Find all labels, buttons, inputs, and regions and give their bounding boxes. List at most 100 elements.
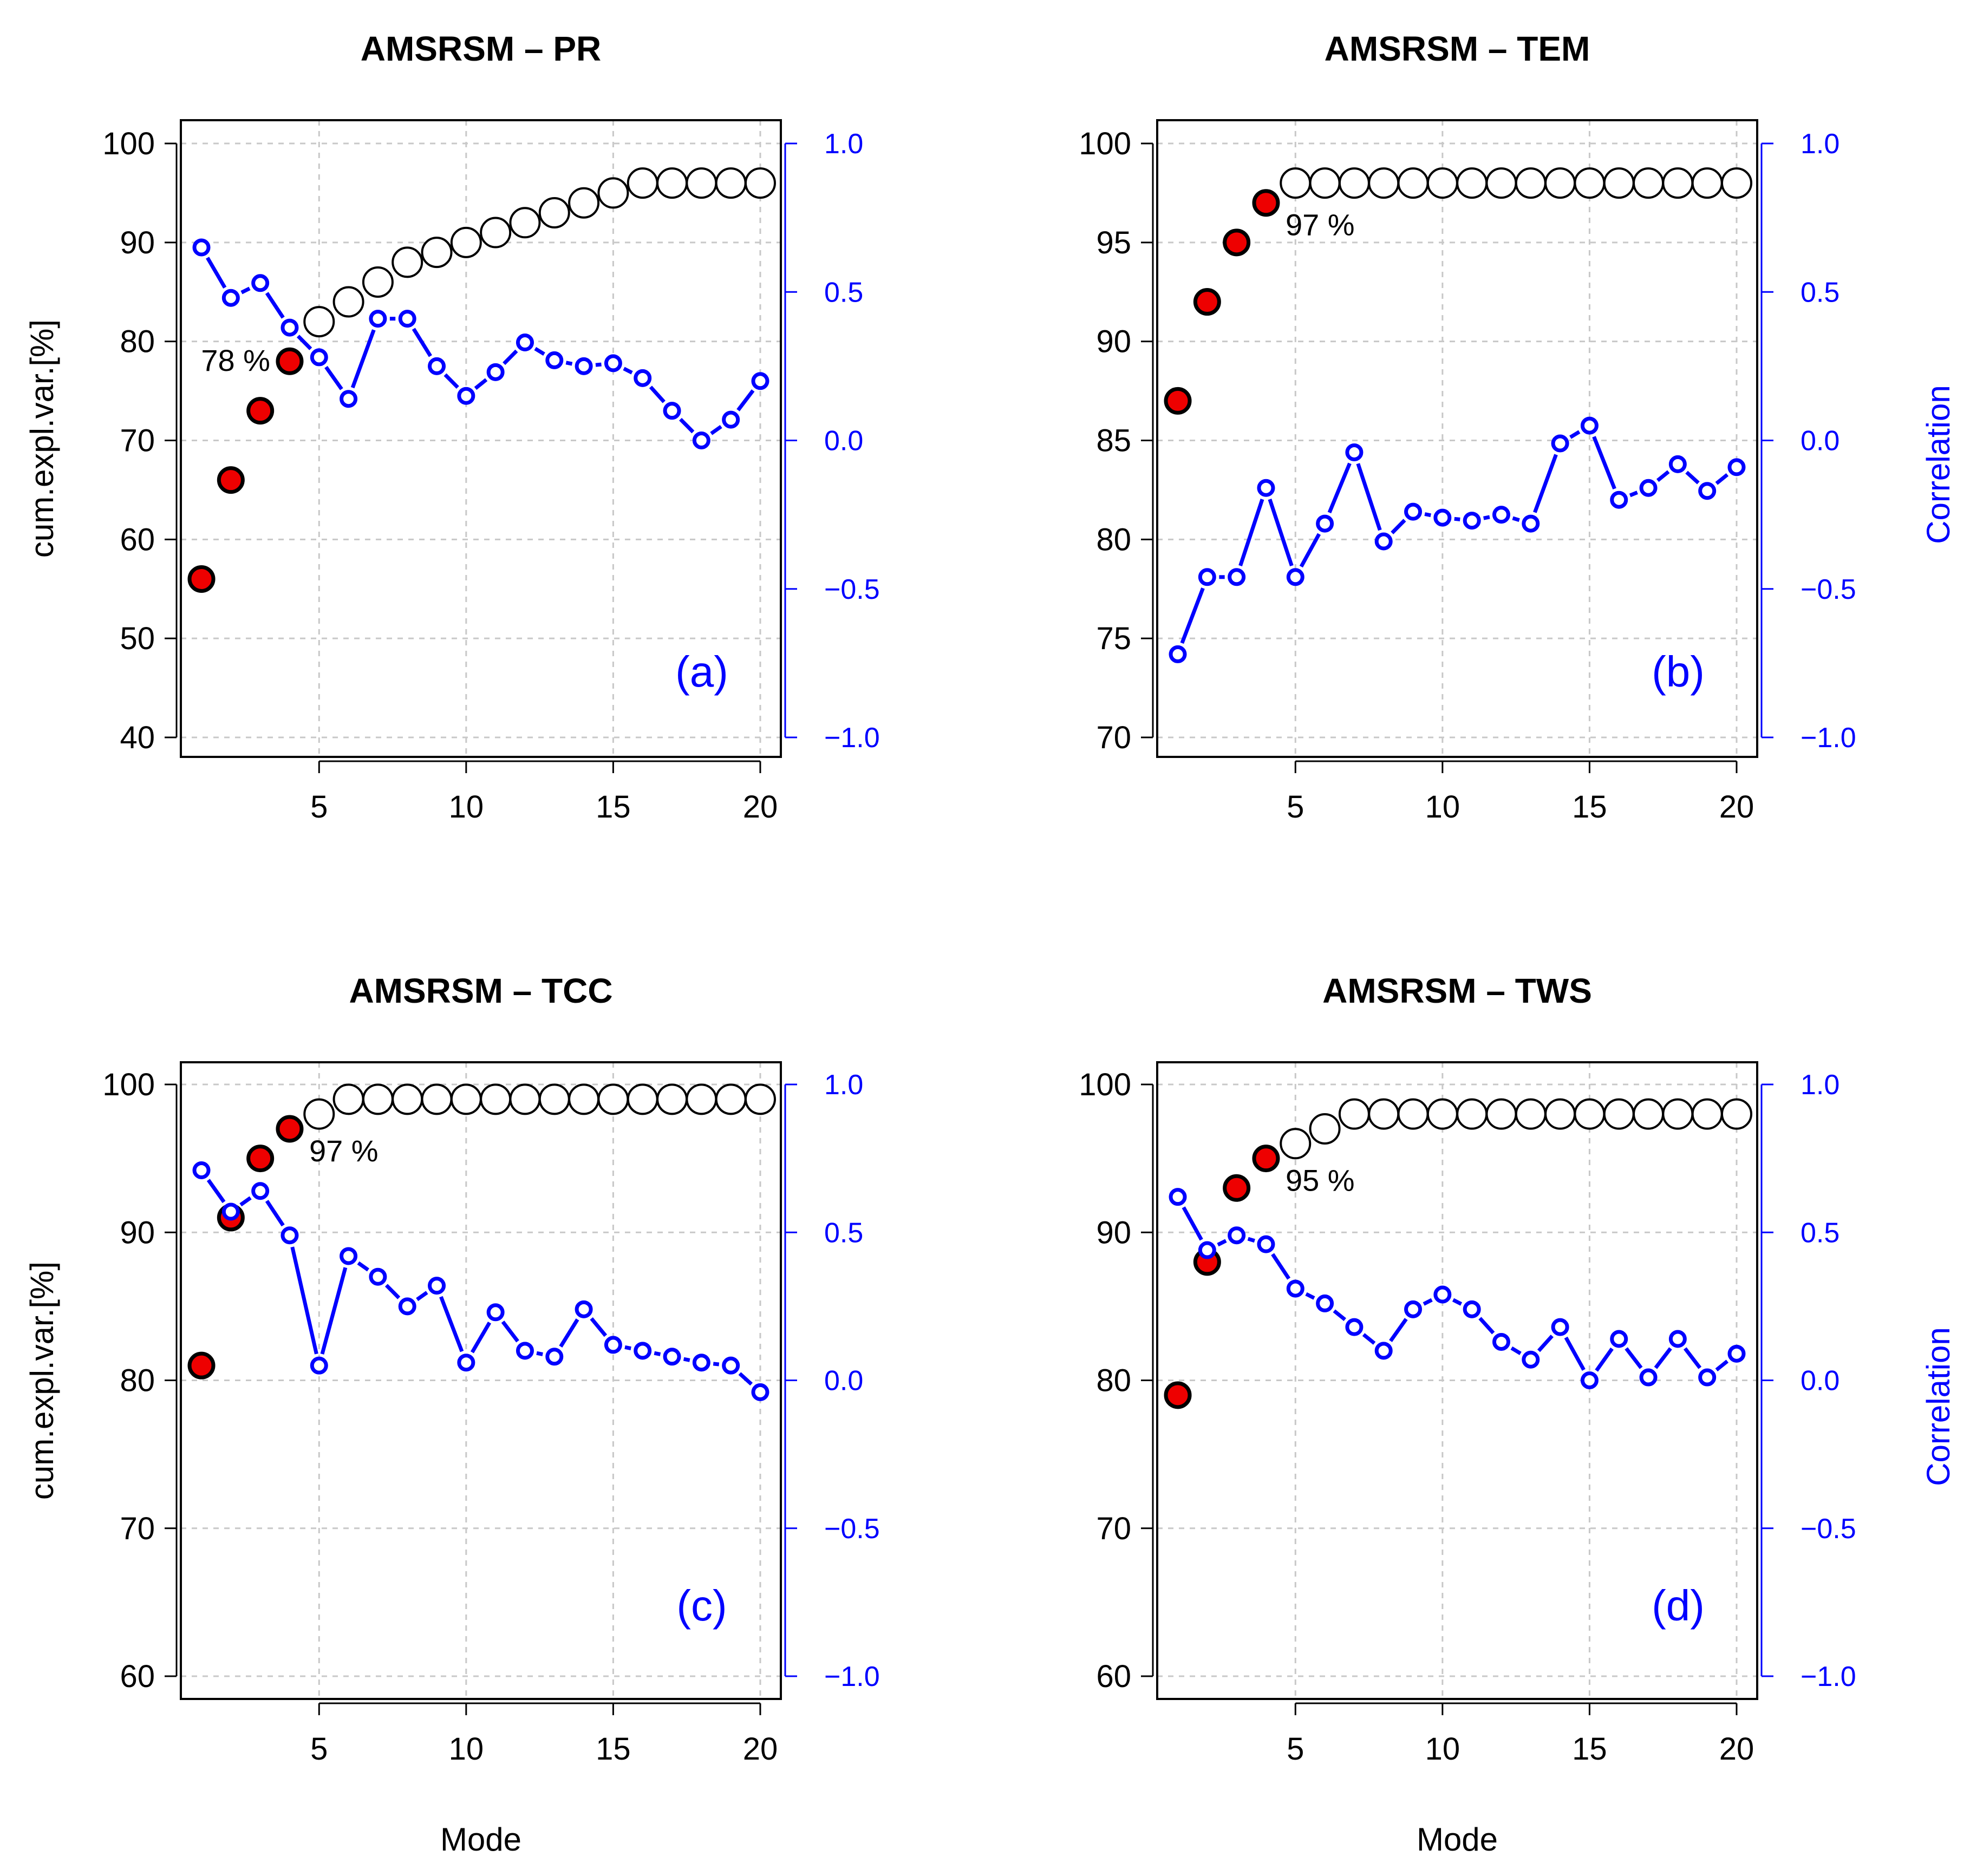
correlation-point	[575, 1300, 593, 1318]
correlation-point	[1492, 1332, 1510, 1351]
plot-frame	[180, 119, 782, 758]
left-tick-label: 70	[1096, 1511, 1131, 1546]
bottom-tick-label: 10	[449, 789, 484, 825]
left-tick-label: 100	[102, 1067, 155, 1102]
correlation-point	[192, 238, 211, 257]
left-tick-label: 90	[1096, 1215, 1131, 1250]
correlation-segment	[1685, 470, 1700, 485]
bottom-tick-label: 10	[1425, 1731, 1460, 1767]
cum-var-point	[1691, 1098, 1723, 1130]
cum-var-point	[1515, 1098, 1547, 1130]
correlation-segment	[1299, 533, 1321, 568]
correlation-segment	[1356, 463, 1382, 531]
right-tick-label: −1.0	[824, 722, 880, 754]
plot-frame	[1156, 119, 1758, 758]
correlation-segment	[1333, 1309, 1346, 1322]
correlation-segment	[710, 424, 722, 435]
cum-var-point	[568, 1083, 600, 1115]
cum-var-point-highlight	[1223, 228, 1251, 257]
right-axis-title: Correlation	[1920, 385, 1956, 544]
cum-var-point	[1574, 167, 1606, 199]
left-tick-label: 80	[1096, 522, 1131, 557]
correlation-segment	[324, 365, 343, 390]
left-tick-label: 70	[120, 1511, 155, 1546]
correlation-point	[457, 1354, 475, 1372]
cum-var-point	[1280, 1128, 1312, 1160]
correlation-segment	[1564, 1336, 1586, 1371]
correlation-point	[1463, 512, 1481, 530]
correlation-point	[634, 369, 652, 387]
cum-var-point-highlight	[1223, 1174, 1251, 1202]
correlation-point	[722, 410, 740, 429]
cum-var-point	[1280, 167, 1312, 199]
correlation-point	[722, 1356, 740, 1375]
bottom-tick-label: 20	[743, 789, 778, 825]
correlation-point	[1316, 514, 1334, 533]
cum-var-point	[686, 1083, 717, 1115]
correlation-segment	[503, 349, 518, 365]
cum-var-point	[450, 1083, 482, 1115]
correlation-segment	[470, 1322, 492, 1354]
correlation-segment	[1629, 491, 1638, 498]
bottom-tick-label: 15	[596, 1731, 631, 1767]
correlation-segment	[320, 1267, 348, 1355]
cum-var-point	[450, 226, 482, 258]
correlation-segment	[649, 385, 666, 403]
left-tick-label: 70	[120, 423, 155, 459]
cum-var-point	[627, 1083, 658, 1115]
right-tick-label: 0.0	[1801, 1365, 1840, 1397]
correlation-point	[1639, 479, 1658, 497]
left-tick-label: 100	[102, 126, 155, 161]
right-tick-label: −1.0	[1801, 1661, 1856, 1692]
cum-var-point	[538, 1083, 570, 1115]
correlation-segment	[595, 362, 602, 367]
correlation-segment	[501, 1321, 519, 1343]
cum-var-point	[656, 1083, 688, 1115]
left-tick-label: 60	[120, 1659, 155, 1694]
left-tick-label: 60	[1096, 1659, 1131, 1694]
cum-var-point	[1662, 1098, 1694, 1130]
correlation-segment	[1654, 1347, 1672, 1369]
threshold-annotation: 97 %	[1286, 208, 1355, 242]
left-axis-title: cum.expl.var.[%]	[24, 1261, 60, 1500]
correlation-segment	[265, 1200, 285, 1227]
cum-var-point	[303, 306, 335, 338]
correlation-segment	[1533, 454, 1558, 513]
chart-panel-1: AMSRSM – PR 40 50 60 70 80 90 100 5 10 15 20 1.0 0.5 0…	[24, 29, 880, 825]
correlation-point	[1404, 502, 1423, 521]
correlation-segment	[1217, 1239, 1227, 1247]
right-tick-label: 1.0	[824, 1069, 863, 1101]
correlation-segment	[1362, 1333, 1376, 1345]
left-tick-label: 80	[120, 324, 155, 359]
correlation-point	[1374, 1342, 1393, 1360]
cum-var-point	[1309, 1113, 1341, 1145]
cum-var-point	[1603, 1098, 1635, 1130]
bottom-tick-label: 5	[1287, 1731, 1304, 1767]
correlation-segment	[1423, 1298, 1433, 1306]
correlation-point	[398, 310, 416, 328]
correlation-segment	[412, 328, 432, 357]
correlation-segment	[296, 335, 312, 350]
left-tick-label: 40	[120, 720, 155, 755]
cum-var-point	[480, 217, 512, 249]
correlation-point	[251, 274, 270, 292]
bottom-tick-label: 5	[1287, 789, 1304, 825]
cum-var-point	[509, 1083, 541, 1115]
cum-var-point	[1368, 1098, 1400, 1130]
correlation-point	[221, 1202, 240, 1221]
correlation-point	[281, 318, 299, 337]
cum-var-point-highlight	[1164, 1381, 1192, 1409]
cum-var-point-highlight	[187, 1351, 216, 1380]
cum-var-point-highlight	[1164, 387, 1192, 415]
correlation-segment	[736, 389, 755, 411]
correlation-point	[1198, 568, 1216, 586]
correlation-point	[1169, 1188, 1187, 1206]
correlation-point	[1286, 568, 1304, 586]
correlation-segment	[1389, 1318, 1408, 1342]
cum-var-point-highlight	[1252, 1145, 1280, 1173]
correlation-segment	[590, 1317, 608, 1337]
cum-var-point	[1456, 1098, 1488, 1130]
correlation-point	[1492, 506, 1510, 524]
cum-var-point	[421, 237, 453, 269]
correlation-point	[516, 1342, 534, 1360]
